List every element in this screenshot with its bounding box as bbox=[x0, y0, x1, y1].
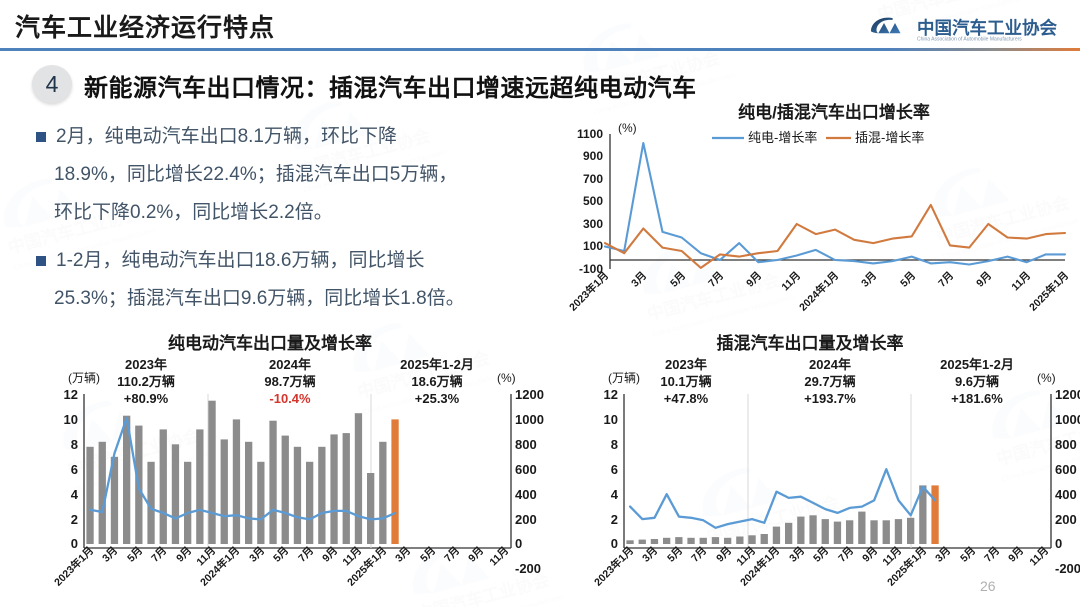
svg-text:800: 800 bbox=[1055, 437, 1077, 452]
svg-text:29.7万辆: 29.7万辆 bbox=[804, 374, 855, 389]
svg-text:2023年: 2023年 bbox=[665, 357, 707, 372]
svg-text:8: 8 bbox=[611, 437, 618, 452]
svg-text:10.1万辆: 10.1万辆 bbox=[660, 374, 711, 389]
svg-text:1000: 1000 bbox=[1055, 412, 1080, 427]
svg-text:4: 4 bbox=[611, 487, 619, 502]
svg-text:+193.7%: +193.7% bbox=[804, 391, 856, 406]
svg-text:12: 12 bbox=[604, 387, 618, 402]
svg-text:9.6万辆: 9.6万辆 bbox=[955, 374, 999, 389]
svg-text:600: 600 bbox=[1055, 462, 1077, 477]
svg-text:-200: -200 bbox=[1055, 561, 1080, 576]
svg-text:10: 10 bbox=[604, 412, 618, 427]
svg-text:+47.8%: +47.8% bbox=[664, 391, 709, 406]
svg-text:(万辆): (万辆) bbox=[608, 371, 640, 385]
svg-text:6: 6 bbox=[611, 462, 618, 477]
svg-text:2025年1-2月: 2025年1-2月 bbox=[940, 357, 1014, 372]
svg-text:2024年: 2024年 bbox=[809, 357, 851, 372]
svg-text:插混汽车出口量及增长率: 插混汽车出口量及增长率 bbox=[717, 333, 904, 353]
svg-text:+181.6%: +181.6% bbox=[951, 391, 1003, 406]
svg-text:400: 400 bbox=[1055, 487, 1077, 502]
svg-text:2: 2 bbox=[611, 512, 618, 527]
svg-text:0: 0 bbox=[1055, 536, 1062, 551]
svg-text:200: 200 bbox=[1055, 512, 1077, 527]
svg-text:1200: 1200 bbox=[1055, 387, 1080, 402]
svg-text:(%): (%) bbox=[1037, 371, 1056, 385]
svg-text:0: 0 bbox=[611, 536, 618, 551]
